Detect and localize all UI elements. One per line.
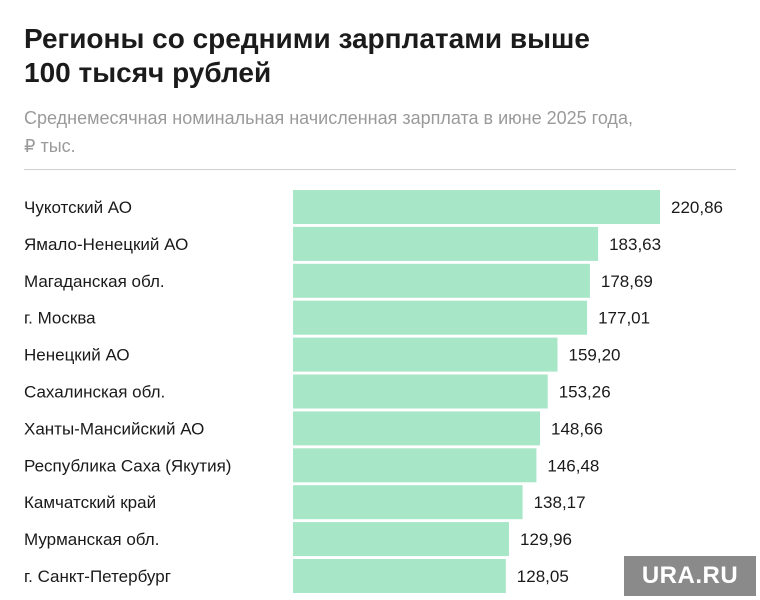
category-label: Республика Саха (Якутия) [24, 456, 231, 475]
header-divider [24, 169, 736, 170]
value-label: 146,48 [547, 456, 599, 475]
chart-subtitle-line2: ₽ тыс. [24, 136, 76, 156]
bar [293, 190, 660, 224]
bar [293, 337, 558, 372]
bar [293, 226, 599, 261]
bar [293, 522, 509, 557]
value-label: 148,66 [551, 419, 603, 438]
value-label: 159,20 [569, 346, 621, 365]
chart-title-line2: 100 тысяч рублей [24, 57, 272, 88]
category-label: Чукотский АО [24, 198, 132, 217]
category-label: Мурманская обл. [24, 530, 159, 549]
bar [293, 485, 523, 520]
bar [293, 374, 548, 409]
bar [293, 411, 540, 446]
category-label: Камчатский край [24, 493, 156, 512]
value-label: 153,26 [559, 383, 611, 402]
bar [293, 448, 537, 483]
watermark-logo: URA.RU [624, 556, 756, 596]
bar [293, 263, 590, 298]
category-label: Сахалинская обл. [24, 383, 165, 402]
category-label: Ханты-Мансийский АО [24, 419, 204, 438]
category-label: Ямало-Ненецкий АО [24, 235, 188, 254]
value-label: 178,69 [601, 272, 653, 291]
value-label: 138,17 [534, 493, 586, 512]
category-label: г. Санкт-Петербург [24, 567, 171, 586]
value-label: 129,96 [520, 530, 572, 549]
chart-title-line1: Регионы со средними зарплатами выше [24, 23, 590, 54]
category-label: Ненецкий АО [24, 346, 130, 365]
chart-subtitle: Среднемесячная номинальная начисленная з… [24, 104, 724, 160]
value-label: 220,86 [671, 198, 723, 217]
bar [293, 559, 506, 593]
value-label: 128,05 [517, 567, 569, 586]
value-label: 183,63 [609, 235, 661, 254]
category-label: г. Москва [24, 309, 96, 328]
bar [293, 300, 588, 335]
chart-title: Регионы со средними зарплатами выше 100 … [24, 22, 724, 90]
category-label: Магаданская обл. [24, 272, 165, 291]
value-label: 177,01 [598, 309, 650, 328]
chart-subtitle-line1: Среднемесячная номинальная начисленная з… [24, 108, 633, 128]
